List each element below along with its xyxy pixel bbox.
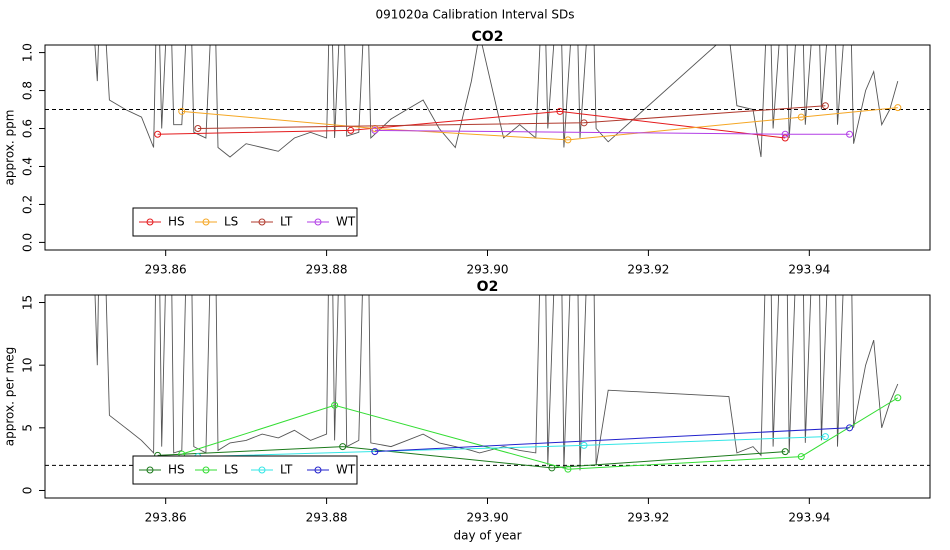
legend-label: LS <box>224 463 238 477</box>
trace-line <box>94 45 899 158</box>
legend-label: HS <box>168 215 185 229</box>
series-point <box>371 126 379 134</box>
y-tick-label: 15 <box>21 295 35 310</box>
series-point <box>797 113 805 121</box>
series-point <box>194 125 202 133</box>
legend-marker <box>258 466 266 474</box>
series-line <box>197 105 826 129</box>
x-tick-label: 293.94 <box>788 511 830 525</box>
legend-label: HS <box>168 463 185 477</box>
legend-marker <box>202 466 210 474</box>
trace-line <box>94 295 899 471</box>
y-tick-label: 1.0 <box>21 43 35 62</box>
series-point <box>846 424 854 432</box>
figure-title: 091020a Calibration Interval SDs <box>376 8 575 22</box>
x-tick-label: 293.94 <box>788 263 830 277</box>
series-line <box>197 436 826 458</box>
series-point <box>781 448 789 456</box>
legend-marker <box>258 218 266 226</box>
series-point <box>178 107 186 115</box>
legend-marker <box>314 466 322 474</box>
legend-label: LT <box>280 215 293 229</box>
series-point <box>894 104 902 112</box>
y-tick-label: 0.4 <box>21 157 35 176</box>
series-point <box>580 441 588 449</box>
plot-frame <box>44 294 931 499</box>
series-point <box>821 433 829 441</box>
x-tick-label: 293.86 <box>145 263 187 277</box>
x-tick-label: 293.92 <box>627 263 669 277</box>
y-tick-label: 0.2 <box>21 195 35 214</box>
legend-marker <box>202 218 210 226</box>
series-line <box>374 129 850 135</box>
y-tick-label: 0 <box>21 487 35 495</box>
x-tick-label: 293.86 <box>145 511 187 525</box>
series-point <box>154 130 162 138</box>
x-tick-label: 293.88 <box>306 263 348 277</box>
y-tick-label: 0.0 <box>21 233 35 252</box>
series-point <box>781 134 789 142</box>
series-point <box>339 443 347 451</box>
y-axis-label: approx. per meg <box>3 347 17 446</box>
plot-frame <box>44 44 931 251</box>
series-point <box>347 126 355 134</box>
y-tick-label: 10 <box>21 358 35 373</box>
panel-title: O2 <box>477 279 499 295</box>
plot-area <box>45 45 930 158</box>
legend-label: WT <box>336 215 356 229</box>
legend-label: WT <box>336 463 356 477</box>
series-point <box>580 119 588 127</box>
y-tick-label: 0.8 <box>21 81 35 100</box>
series-line <box>157 110 786 139</box>
legend-marker <box>314 218 322 226</box>
series-point <box>797 453 805 461</box>
panel-title: CO2 <box>472 29 504 45</box>
x-tick-label: 293.90 <box>467 263 509 277</box>
series-line <box>181 397 899 470</box>
legend-label: LS <box>224 215 238 229</box>
y-tick-label: 5 <box>21 424 35 432</box>
legend-marker <box>146 218 154 226</box>
x-axis-label: day of year <box>453 529 521 543</box>
series-point <box>781 130 789 138</box>
series-line <box>374 427 850 453</box>
series-line <box>157 446 786 469</box>
series-point <box>556 107 564 115</box>
x-tick-label: 293.92 <box>627 511 669 525</box>
x-tick-label: 293.88 <box>306 511 348 525</box>
legend-label: LT <box>280 463 293 477</box>
series-point <box>371 448 379 456</box>
series-point <box>564 465 572 473</box>
series-point <box>846 130 854 138</box>
series-line <box>181 107 898 141</box>
series-point <box>894 394 902 402</box>
y-tick-label: 0.6 <box>21 119 35 138</box>
y-axis-label: approx. ppm <box>3 110 17 186</box>
x-tick-label: 293.90 <box>467 511 509 525</box>
series-point <box>564 136 572 144</box>
series-point <box>331 401 339 409</box>
series-point <box>821 102 829 110</box>
legend-marker <box>146 466 154 474</box>
